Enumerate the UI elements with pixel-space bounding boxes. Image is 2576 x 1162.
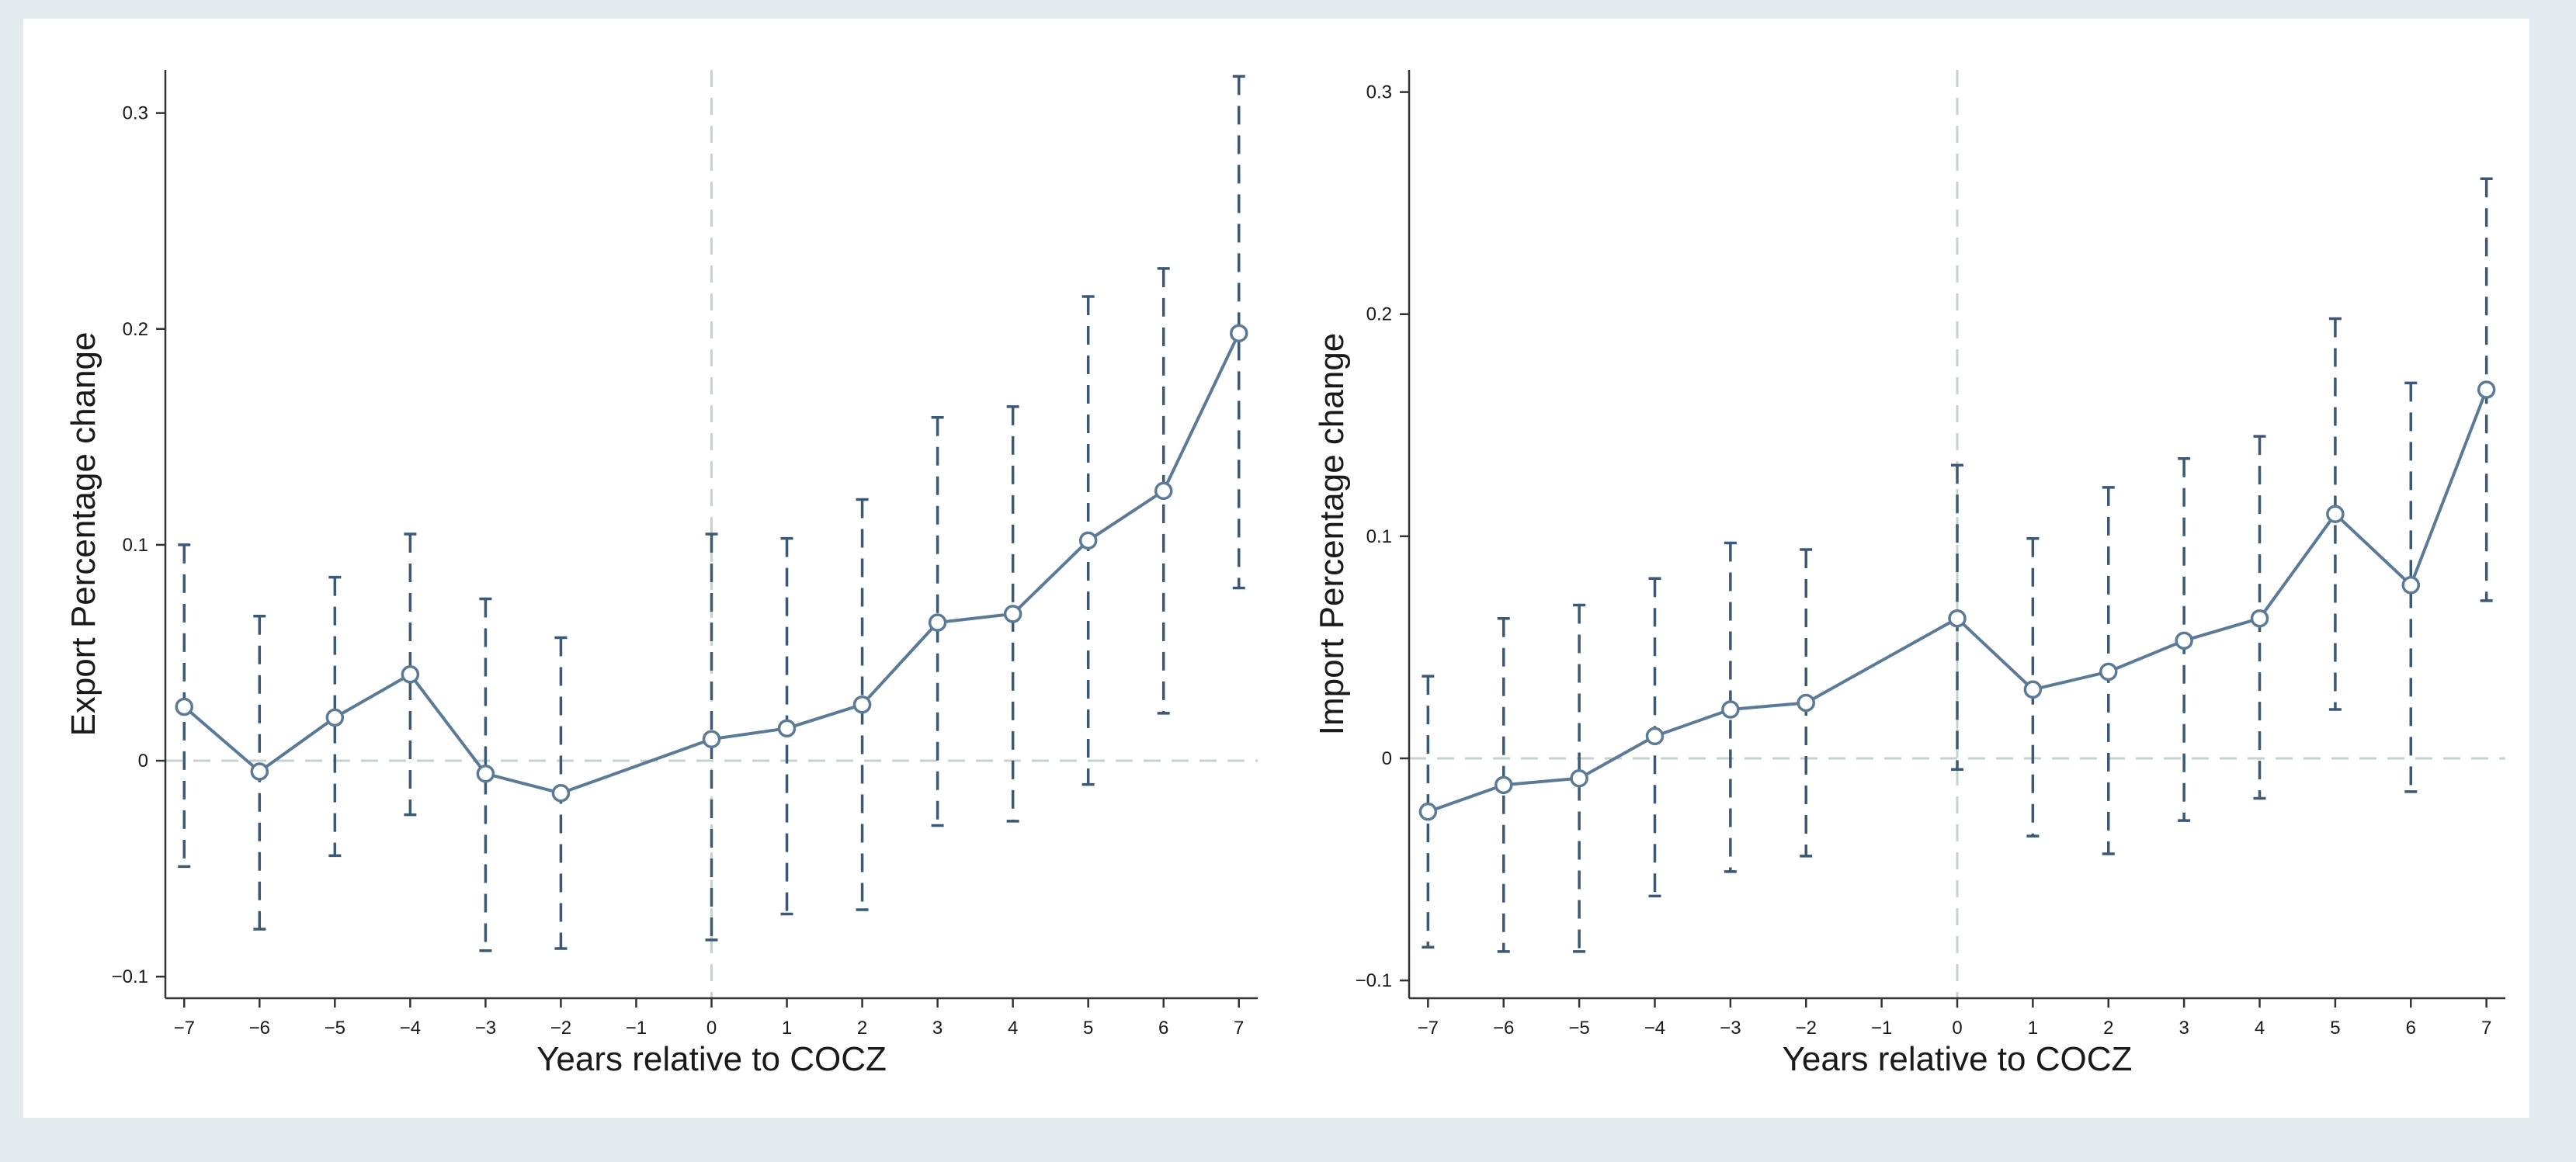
x-tick-label: 6 [2406,1018,2416,1039]
x-tick-label: −7 [1418,1018,1439,1039]
x-tick-label: −1 [1871,1018,1892,1039]
data-point [2099,662,2118,682]
y-tick-label: 0.1 [1366,526,1392,547]
y-tick-label: −0.1 [1356,970,1392,991]
x-tick-label: 0 [706,1018,717,1039]
data-point [325,708,345,727]
chart-panel-1: −0.1 0 0.1 0.2 0.3 −7 −6 −5 −4 −3 −2 −1 0 1 2 3 4 5 6 7 Year… [64,70,1258,1078]
x-tick-label: 7 [1234,1018,1244,1039]
x-tick-label: 4 [2255,1018,2265,1039]
x-tick-label: 2 [857,1018,867,1039]
figure-frame: −0.1 0 0.1 0.2 0.3 −7 −6 −5 −4 −3 −2 −1 0 1 2 3 4 5 6 7 Year… [23,19,2529,1118]
x-tick-label: 1 [2028,1018,2038,1039]
x-tick-label: −2 [1796,1018,1817,1039]
y-tick-label: 0 [138,751,148,772]
data-point [1229,324,1248,343]
series-line [182,332,1241,795]
data-point [175,697,194,716]
x-tick-label: −3 [475,1018,496,1039]
y-tick-label: 0 [1382,748,1392,769]
x-tick-label: −6 [1493,1018,1514,1039]
x-tick-label: 2 [2103,1018,2113,1039]
data-point [1078,531,1098,550]
data-point [777,719,797,738]
data-point [1570,768,1588,788]
x-tick-label: 6 [1158,1018,1168,1039]
data-point [2250,609,2269,628]
data-point [702,730,721,748]
data-point [1721,700,1740,719]
data-point [2401,576,2421,595]
y-tick-label: 0.2 [123,319,148,340]
data-point [2477,380,2496,399]
x-tick-label: −7 [174,1018,195,1039]
x-axis-title: Years relative to COCZ [536,1040,887,1078]
data-point [401,665,420,684]
x-tick-label: −1 [626,1018,647,1039]
x-tick-label: 3 [2178,1018,2189,1039]
x-tick-label: 5 [1083,1018,1093,1039]
data-point [1003,605,1022,623]
x-tick-label: −3 [1720,1018,1741,1039]
x-tick-label: 1 [782,1018,792,1039]
data-point [928,613,947,632]
data-point [250,762,269,781]
data-point [852,695,872,714]
data-point [1494,775,1513,795]
data-point [1154,481,1173,501]
series-line [1427,389,2488,813]
y-axis-title: Import Percentage change [1313,333,1351,736]
data-point [1645,727,1665,746]
x-tick-label: −2 [550,1018,571,1039]
x-tick-label: −5 [325,1018,345,1039]
x-tick-label: 5 [2330,1018,2340,1039]
x-tick-label: −4 [1644,1018,1665,1039]
data-point [551,784,571,803]
event-study-figure: −0.1 0 0.1 0.2 0.3 −7 −6 −5 −4 −3 −2 −1 0 1 2 3 4 5 6 7 Year… [64,70,2505,1078]
x-tick-label: 7 [2481,1018,2491,1039]
y-axis-title: Export Percentage change [64,331,102,736]
x-tick-label: 0 [1952,1018,1962,1039]
y-tick-label: 0.3 [123,103,148,124]
x-axis-title: Years relative to COCZ [1783,1040,2133,1078]
y-tick-label: 0.3 [1366,82,1392,103]
x-tick-label: −5 [1568,1018,1589,1039]
x-tick-label: −4 [400,1018,421,1039]
y-tick-label: 0.2 [1366,304,1392,325]
data-point [1948,609,1967,628]
y-tick-label: 0.1 [123,535,148,556]
data-point [2175,631,2193,650]
data-point [1418,802,1438,821]
chart-panel-2: −0.1 0 0.1 0.2 0.3 −7 −6 −5 −4 −3 −2 −1 0 1 2 3 4 5 6 7 Year… [1313,70,2505,1078]
y-tick-label: −0.1 [112,966,148,987]
data-point [1797,693,1815,713]
data-point [476,764,495,783]
x-tick-label: −6 [249,1018,270,1039]
data-point [2023,680,2043,699]
data-point [2326,505,2345,523]
x-tick-label: 4 [1008,1018,1018,1039]
x-tick-label: 3 [932,1018,943,1039]
